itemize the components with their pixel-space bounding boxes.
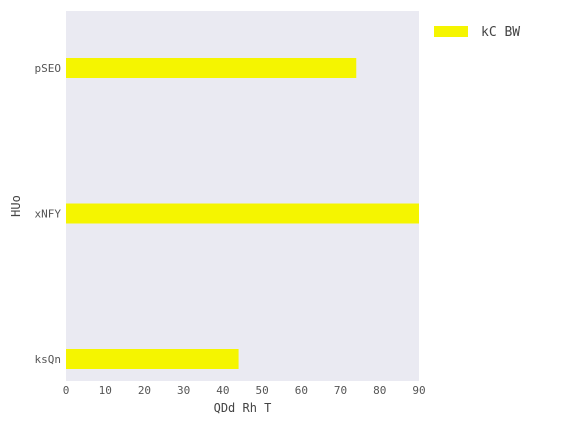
bars — [66, 58, 419, 369]
x-tick-label-50: 50 — [255, 384, 268, 397]
y-tick-label-pSEO: pSEO — [35, 62, 62, 75]
legend: kC BW — [434, 25, 520, 40]
x-tick-label-60: 60 — [295, 384, 308, 397]
x-tick-label-70: 70 — [334, 384, 347, 397]
legend-swatch — [434, 26, 468, 37]
x-tick-label-40: 40 — [216, 384, 229, 397]
legend-label: kC BW — [481, 25, 520, 40]
x-tick-label-10: 10 — [99, 384, 112, 397]
x-axis-title: QDd Rh T — [214, 401, 272, 415]
y-tick-label-ksQn: ksQn — [35, 353, 62, 366]
bar-ksQn — [66, 349, 239, 369]
bar-pSEO — [66, 58, 357, 78]
y-axis-title: HUo — [9, 195, 23, 217]
x-tick-label-80: 80 — [373, 384, 386, 397]
x-axis-ticks: 0 10 20 30 40 50 60 70 80 90 — [63, 384, 426, 397]
y-axis-ticks: pSEO xNFY ksQn — [35, 62, 62, 366]
x-tick-label-20: 20 — [138, 384, 151, 397]
x-tick-label-90: 90 — [412, 384, 425, 397]
x-tick-label-30: 30 — [177, 384, 190, 397]
bar-xNFY — [66, 203, 419, 224]
y-tick-label-xNFY: xNFY — [35, 208, 62, 221]
x-tick-label-0: 0 — [63, 384, 70, 397]
